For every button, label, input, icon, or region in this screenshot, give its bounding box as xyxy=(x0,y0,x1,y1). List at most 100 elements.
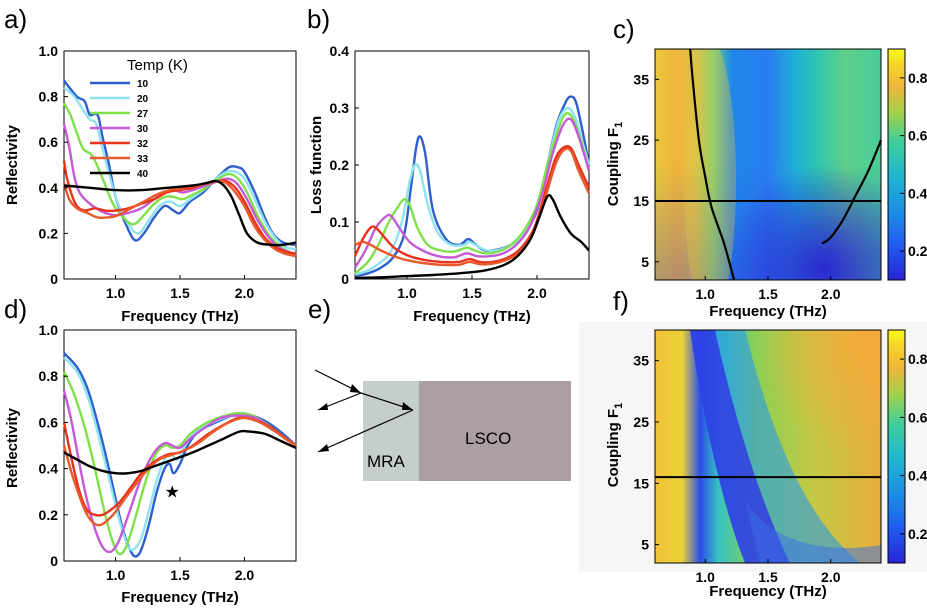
panel-f-ytick-label: 35 xyxy=(633,353,649,369)
panel-d-label: d) xyxy=(4,294,27,324)
legend-label-33: 33 xyxy=(137,154,149,165)
panel-c-cbtick-label: 0.8 xyxy=(908,70,927,86)
panel-d-ytick-label: 0.4 xyxy=(39,461,59,477)
panel-a-series-10K xyxy=(63,79,297,246)
panel-a-label: a) xyxy=(4,4,27,34)
panel-d-series-33K xyxy=(62,416,297,527)
panel-f-ylabel-sub: 1 xyxy=(613,403,625,409)
panel-c-xtick-label: 1.5 xyxy=(758,286,778,302)
panel-a: 1.0 1.5 2.0 1.0 0.8 0.6 0.4 0.2 0 Frequency (TH… xyxy=(4,43,297,325)
panel-b-series-40K xyxy=(354,193,590,280)
panel-b-yticks: 0.4 0.3 0.2 0.1 0 xyxy=(330,43,359,287)
panel-d-series-30K xyxy=(62,389,297,554)
panel-b: 1.0 1.5 2.0 0.40.30.20.10 Frequency (THz) … xyxy=(308,43,591,325)
legend-title: Temp (K) xyxy=(127,57,188,74)
panel-c-xlabel: Frequency (THz) xyxy=(709,303,827,320)
panel-d-star-marker: ★ xyxy=(165,483,180,502)
panel-b-series xyxy=(353,95,591,280)
panel-a-xtick-label: 2.0 xyxy=(235,285,255,301)
panel-f: 1.0 1.5 2.0 35 25 15 5 Frequency (THz) Coupli… xyxy=(579,322,927,600)
lsco-layer xyxy=(419,381,571,481)
panel-c-ylabel-sub: 1 xyxy=(613,122,625,128)
panel-c-colorbar xyxy=(887,48,906,281)
panel-f-xtick-label: 1.5 xyxy=(758,569,778,585)
panel-b-xtick-label: 1.0 xyxy=(397,285,417,301)
panel-c-xticks: 1.0 1.5 2.0 xyxy=(695,276,841,302)
panel-a-ylabel: Reflectivity xyxy=(4,124,21,205)
legend-label-30: 30 xyxy=(137,124,149,135)
panel-f-xtick-label: 2.0 xyxy=(821,569,841,585)
panel-f-heatmap xyxy=(655,330,881,563)
panel-a-xlabel: Frequency (THz) xyxy=(121,308,239,325)
panel-d-series-27K xyxy=(62,371,297,556)
mra-label: MRA xyxy=(367,452,405,471)
panel-d-xtick-label: 2.0 xyxy=(235,567,255,583)
panel-b-ytick-label: 0.3 xyxy=(330,100,350,116)
panel-c-ytick-label: 15 xyxy=(633,193,649,209)
panel-c-contours xyxy=(689,48,883,281)
panel-b-series-27K xyxy=(354,111,591,275)
panel-d-series-20K xyxy=(63,356,297,552)
panel-c-yticks: 35 25 15 5 xyxy=(633,71,659,270)
panel-c-ytick-label: 35 xyxy=(633,71,649,87)
panel-c: 1.0 1.5 2.0 35 25 15 5 Frequency (THz) Coupli… xyxy=(605,48,927,320)
panel-d-ytick-label: 0.8 xyxy=(39,368,59,384)
panel-b-series-32K xyxy=(353,144,591,264)
panel-c-cbtick-label: 0.6 xyxy=(908,128,927,144)
panel-c-ylabel-main: Coupling F xyxy=(605,128,622,206)
panel-b-xlabel: Frequency (THz) xyxy=(413,308,531,325)
panel-f-label: f) xyxy=(613,286,629,316)
panel-d-series-40K xyxy=(63,429,297,475)
lsco-label: LSCO xyxy=(465,429,511,448)
legend-label-10: 10 xyxy=(137,79,149,90)
panel-a-series xyxy=(62,79,297,258)
panel-b-xtick-label: 1.5 xyxy=(462,285,482,301)
panel-f-cbtick-label: 0.4 xyxy=(908,468,927,484)
panel-f-ylabel: Coupling F1 xyxy=(605,403,625,487)
panel-a-ytick-label: 0 xyxy=(50,271,58,287)
panel-f-xtick-label: 1.0 xyxy=(695,569,715,585)
mra-layer xyxy=(363,381,419,481)
panel-a-ytick-label: 1.0 xyxy=(39,43,59,59)
panel-a-series-40K xyxy=(63,179,297,247)
panel-c-cbtick-label: 0.2 xyxy=(908,243,927,259)
panel-f-ytick-label: 25 xyxy=(633,414,649,430)
panel-d: ★ 1.0 1.5 2.0 1.0 0.8 0.6 0.4 0.2 0 Frequency (… xyxy=(4,322,297,606)
panel-f-cbtick-label: 0.2 xyxy=(908,526,927,542)
panel-d-ylabel: Reflectivity xyxy=(4,407,21,488)
panel-d-ytick-label: 1.0 xyxy=(39,322,59,338)
panel-b-series-33K xyxy=(354,147,591,267)
panel-d-xticks: 1.0 1.5 2.0 xyxy=(106,557,255,583)
panel-d-ytick-label: 0.2 xyxy=(39,507,59,523)
panel-b-label: b) xyxy=(307,4,330,34)
panel-b-series-20K xyxy=(354,106,591,276)
panel-c-xtick-label: 1.0 xyxy=(695,286,715,302)
panel-c-ytick-label: 5 xyxy=(641,254,649,270)
panel-f-cbtick-label: 0.8 xyxy=(908,351,927,367)
panel-f-colorbar-ticks: 0.8 0.6 0.4 0.2 xyxy=(900,351,927,542)
panel-a-series-27K xyxy=(62,102,297,256)
panel-d-xlabel: Frequency (THz) xyxy=(121,589,239,606)
panel-c-cbtick-label: 0.4 xyxy=(908,185,927,201)
panel-f-yticks: 35 25 15 5 xyxy=(633,353,659,553)
panel-f-cbtick-label: 0.6 xyxy=(908,409,927,425)
panel-f-xlabel: Frequency (THz) xyxy=(709,583,827,600)
panel-b-ytick-label: 0.2 xyxy=(330,157,350,173)
panel-b-series-10K xyxy=(354,95,591,278)
panel-e-label: e) xyxy=(308,294,331,324)
panel-a-ytick-label: 0.8 xyxy=(39,89,59,105)
panel-d-xtick-label: 1.5 xyxy=(170,567,190,583)
panel-a-ytick-label: 0.6 xyxy=(39,134,59,150)
panel-b-xtick-label: 2.0 xyxy=(527,285,547,301)
panel-c-ytick-label: 25 xyxy=(633,132,649,148)
panel-a-ytick-label: 0.2 xyxy=(39,225,59,241)
panel-a-xtick-label: 1.0 xyxy=(106,285,126,301)
panel-d-xtick-label: 1.0 xyxy=(106,567,126,583)
panel-a-xticks: 1.0 1.5 2.0 xyxy=(106,275,255,301)
legend-label-40: 40 xyxy=(137,169,149,180)
panel-e: MRA LSCO xyxy=(314,369,571,481)
ray-arrowheads xyxy=(318,384,413,452)
legend-label-32: 32 xyxy=(137,139,149,150)
panel-c-label: c) xyxy=(613,14,635,44)
